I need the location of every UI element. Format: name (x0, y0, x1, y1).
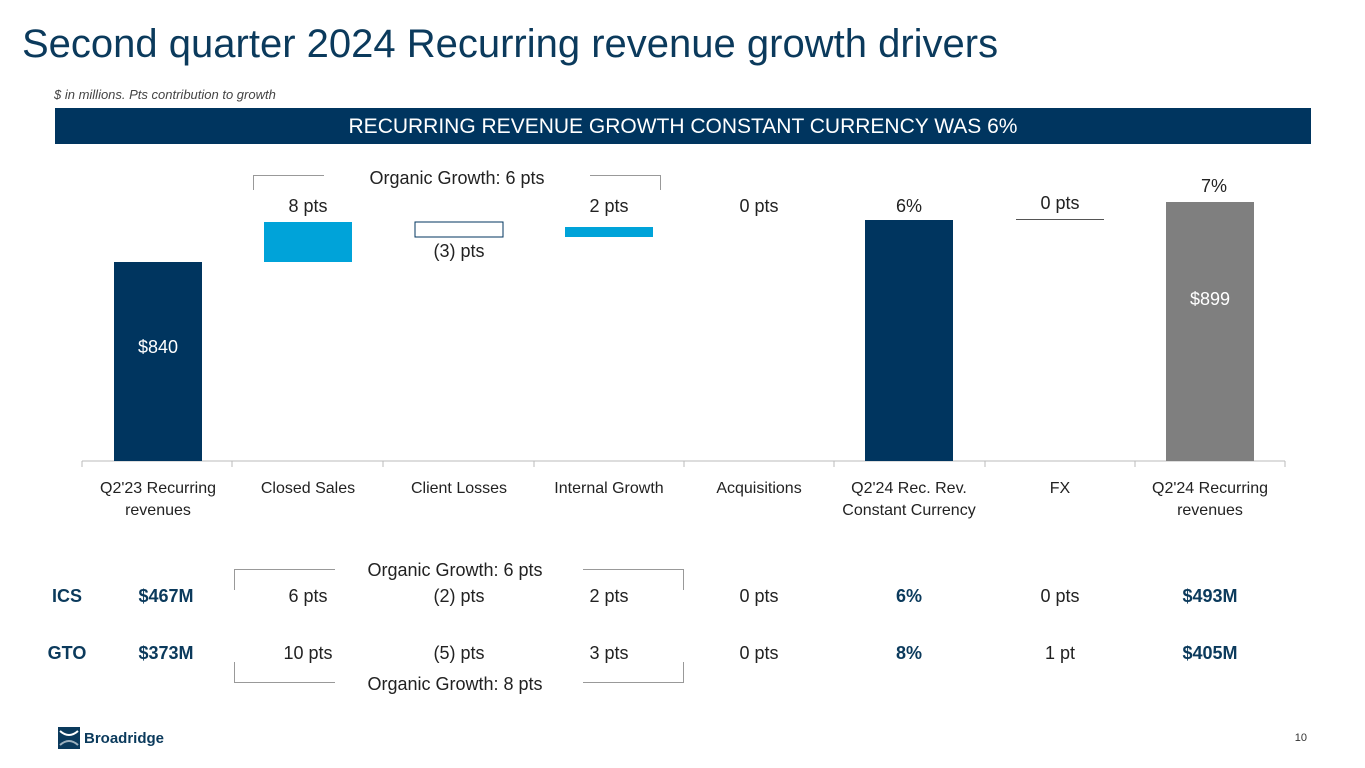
data-label-2: (3) pts (433, 241, 485, 261)
organic-growth-label: Organic Growth: 6 pts (369, 168, 545, 188)
category-label-7: Q2'24 Recurring revenues (1152, 480, 1268, 519)
category-label-3: Internal Growth (554, 480, 664, 497)
data-label-7: $899 (1189, 289, 1231, 309)
category-label-0: Q2'23 Recurring revenues (100, 480, 216, 519)
category-label-4: Acquisitions (716, 480, 802, 497)
table-cell: 3 pts (589, 643, 629, 663)
page-number: 10 (1294, 732, 1307, 744)
bar-6 (1016, 219, 1104, 220)
data-label-1: 8 pts (288, 196, 328, 216)
end-growth-label: 7% (1200, 176, 1228, 196)
data-label-5: 6% (895, 196, 923, 216)
table-cell: $493M (1182, 586, 1238, 606)
table-cell: 2 pts (589, 586, 629, 606)
banner: RECURRING REVENUE GROWTH CONSTANT CURREN… (55, 108, 1311, 144)
bar-2 (414, 221, 504, 238)
table-cell: 8% (895, 643, 923, 663)
subtitle: $ in millions. Pts contribution to growt… (54, 87, 276, 102)
table-cell: 0 pts (739, 586, 779, 606)
bar-0 (114, 262, 202, 461)
table-segment-0: ICS (51, 586, 83, 606)
broadridge-logo: Broadridge (58, 727, 164, 749)
table-cell: 10 pts (283, 643, 333, 663)
gto-organic-label: Organic Growth: 8 pts (367, 674, 543, 694)
table-cell: (5) pts (433, 643, 485, 663)
bar-5 (865, 220, 953, 461)
category-label-5: Q2'24 Rec. Rev. Constant Currency (842, 480, 976, 519)
data-label-4: 0 pts (739, 196, 779, 216)
ics-bracket-left (234, 569, 335, 590)
bar-7 (1166, 202, 1254, 461)
table-cell: 6 pts (288, 586, 328, 606)
category-label-6: FX (1049, 480, 1071, 497)
table-start-1: $373M (138, 643, 194, 663)
ics-organic-label: Organic Growth: 6 pts (367, 560, 543, 580)
data-label-3: 2 pts (589, 196, 629, 216)
table-cell: (2) pts (433, 586, 485, 606)
data-label-0: $840 (137, 337, 179, 357)
table-cell: 0 pts (1040, 586, 1080, 606)
logo-text: Broadridge (84, 729, 165, 747)
bracket-left (253, 175, 324, 190)
gto-bracket-left (234, 662, 335, 683)
data-label-6: 0 pts (1040, 193, 1080, 213)
table-segment-1: GTO (47, 643, 87, 663)
bar-3 (565, 227, 653, 237)
ics-bracket-right (583, 569, 684, 590)
table-cell: 6% (895, 586, 923, 606)
bar-1 (264, 222, 352, 262)
table-cell: 1 pt (1044, 643, 1076, 663)
table-start-0: $467M (138, 586, 194, 606)
gto-bracket-right (583, 662, 684, 683)
category-label-2: Client Losses (410, 480, 508, 497)
broadridge-logo-icon (58, 727, 80, 749)
table-cell: 0 pts (739, 643, 779, 663)
page-title: Second quarter 2024 Recurring revenue gr… (22, 22, 999, 66)
bracket-right (590, 175, 661, 190)
table-cell: $405M (1182, 643, 1238, 663)
category-label-1: Closed Sales (260, 480, 356, 497)
